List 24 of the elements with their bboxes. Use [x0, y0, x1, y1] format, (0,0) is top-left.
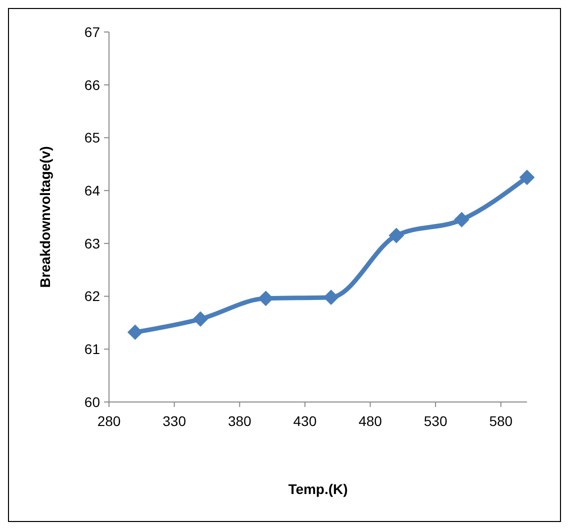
y-tick-label: 62	[84, 288, 100, 304]
x-tick-label: 280	[97, 413, 121, 429]
x-tick-label: 480	[358, 413, 382, 429]
x-tick-label: 530	[424, 413, 448, 429]
y-tick-label: 60	[84, 394, 100, 410]
point	[520, 170, 534, 185]
point	[454, 212, 470, 228]
point	[258, 290, 274, 306]
y-tick-label: 61	[84, 341, 100, 358]
x-tick-label: 330	[162, 413, 186, 429]
y-tick-label: 63	[84, 235, 100, 252]
y-tick-label: 65	[84, 130, 100, 146]
y-tick-label: 64	[84, 182, 100, 198]
x-tick-label: 380	[228, 413, 252, 429]
y-axis-title: Breakdownvoltage(v)	[37, 146, 53, 288]
point	[324, 290, 339, 305]
y-tick-label: 67	[84, 24, 100, 40]
x-tick-label: 430	[293, 413, 317, 429]
point	[388, 228, 404, 243]
point	[192, 312, 208, 327]
x-tick-label: 580	[489, 413, 513, 429]
x-axis-title: Temp.(K)	[288, 481, 348, 497]
y-tick-label: 66	[84, 76, 100, 93]
point	[128, 324, 143, 340]
